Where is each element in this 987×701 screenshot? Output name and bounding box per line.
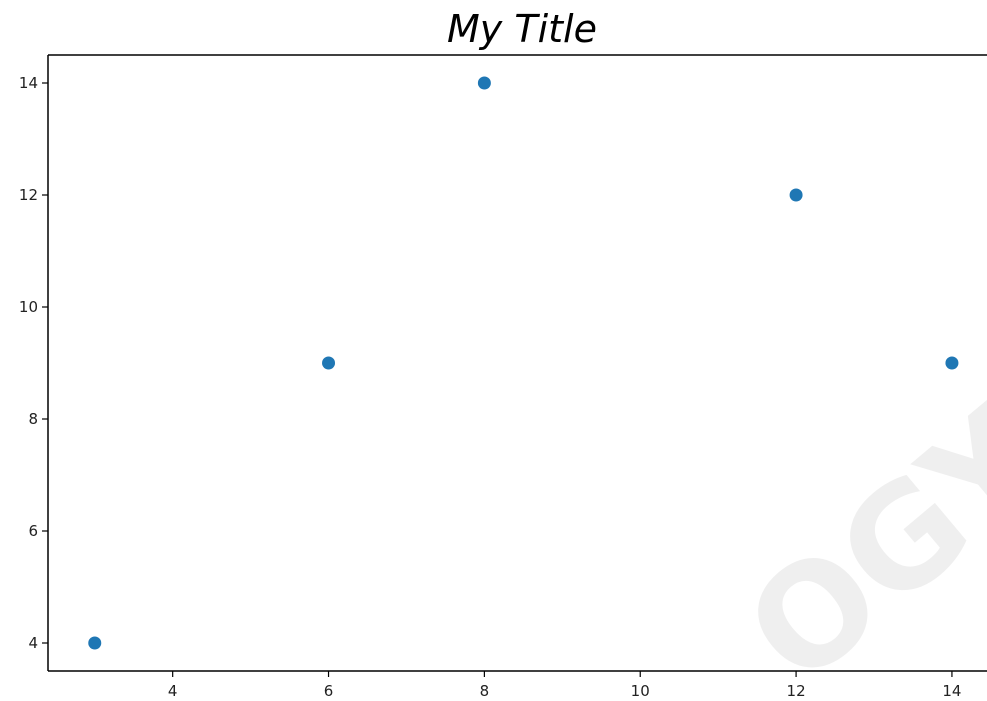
ticks-layer: 4 6 8 10 12 14 4 6 8 10 12 14 xyxy=(19,74,962,700)
scatter-point xyxy=(789,188,803,202)
watermark: OGY.C xyxy=(717,292,987,701)
scatter-point xyxy=(945,356,959,370)
scatter-point xyxy=(322,356,336,370)
y-tick-label: 10 xyxy=(19,298,38,316)
y-tick-label: 12 xyxy=(19,186,38,204)
chart-title: My Title xyxy=(447,7,597,51)
x-tick-label: 8 xyxy=(480,682,490,700)
points-layer xyxy=(88,76,959,650)
y-tick-label: 14 xyxy=(19,74,38,92)
y-tick-label: 6 xyxy=(28,522,38,540)
x-tick-label: 10 xyxy=(631,682,650,700)
x-tick-label: 14 xyxy=(942,682,961,700)
x-tick-label: 6 xyxy=(324,682,334,700)
scatter-point xyxy=(88,636,102,650)
x-tick-label: 4 xyxy=(168,682,178,700)
y-tick-label: 4 xyxy=(28,634,38,652)
y-tick-label: 8 xyxy=(28,410,38,428)
scatter-point xyxy=(477,76,491,90)
x-tick-label: 12 xyxy=(787,682,806,700)
